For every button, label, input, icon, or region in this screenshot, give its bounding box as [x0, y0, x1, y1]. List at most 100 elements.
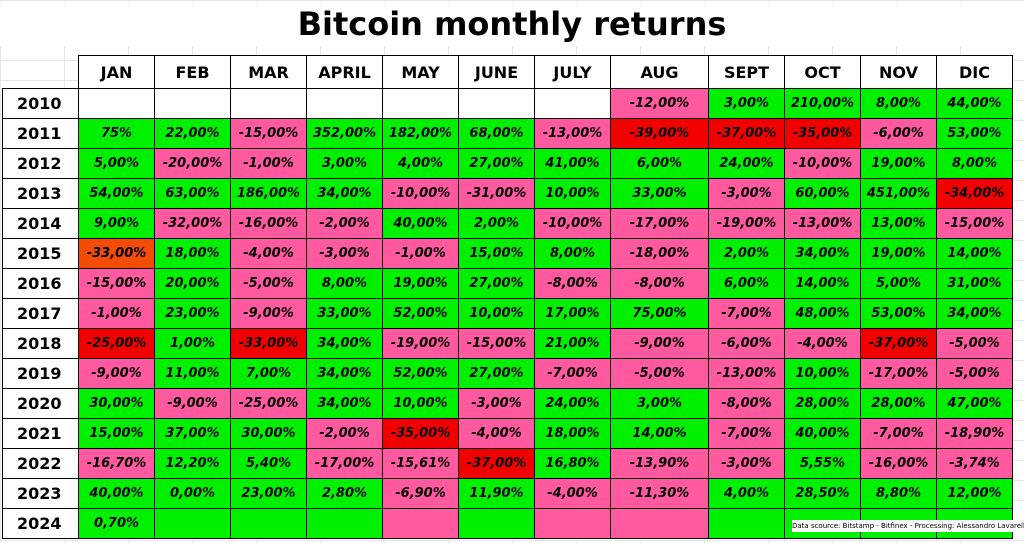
year-row-2023: 2023 40,00% 0,00% 23,00% 2,80% -6,90% 11,90% -4… [2, 478, 1013, 509]
year-row-2021: 2021 15,00% 37,00% 30,00% -2,00% -35,00% -4,00… [2, 418, 1013, 449]
return-cell: 14,00% [610, 418, 709, 449]
return-cell: -7,00% [708, 298, 785, 329]
return-cell: 47,00% [936, 388, 1013, 419]
return-cell: 40,00% [382, 208, 459, 239]
return-cell: 4,00% [708, 478, 785, 509]
return-cell: -2,00% [306, 208, 383, 239]
return-cell: -18,90% [936, 418, 1013, 449]
return-cell: 0,70% [78, 508, 155, 539]
year-label: 2013 [2, 178, 79, 209]
return-cell: -11,30% [610, 478, 709, 509]
return-cell: 52,00% [382, 358, 459, 389]
data-source-note: Data scource: Bitstamp - Bitfinex - Proc… [792, 520, 1024, 532]
year-row-2019: 2019 -9,00% 11,00% 7,00% 34,00% 52,00% 27,00% -… [2, 358, 1013, 389]
month-header-july: JULY [534, 55, 611, 89]
return-cell [534, 508, 611, 539]
return-cell: 19,00% [382, 268, 459, 299]
return-cell: 63,00% [154, 178, 231, 209]
year-row-2014: 2014 9,00% -32,00% -16,00% -2,00% 40,00% 2,00%… [2, 208, 1013, 239]
return-cell: -34,00% [936, 178, 1013, 209]
return-cell: 34,00% [306, 388, 383, 419]
return-cell [382, 88, 459, 119]
return-cell: 451,00% [860, 178, 937, 209]
return-cell: 3,00% [306, 148, 383, 179]
return-cell: 12,00% [936, 478, 1013, 509]
return-cell: 3,00% [708, 88, 785, 119]
return-cell: -1,00% [382, 238, 459, 269]
year-label: 2017 [2, 298, 79, 329]
return-cell: -13,00% [708, 358, 785, 389]
return-cell: 2,80% [306, 478, 383, 509]
return-cell: -8,00% [534, 268, 611, 299]
return-cell: 53,00% [860, 298, 937, 329]
year-label: 2016 [2, 268, 79, 299]
return-cell: 186,00% [230, 178, 307, 209]
month-header-april: APRIL [306, 55, 383, 89]
return-cell: 16,80% [534, 448, 611, 479]
year-label: 2024 [2, 508, 79, 539]
return-cell [382, 508, 459, 539]
return-cell: -4,00% [458, 418, 535, 449]
return-cell: 19,00% [860, 148, 937, 179]
return-cell: 20,00% [154, 268, 231, 299]
return-cell: -15,00% [458, 328, 535, 359]
return-cell: -1,00% [78, 298, 155, 329]
return-cell: 182,00% [382, 118, 459, 149]
return-cell: -3,00% [306, 238, 383, 269]
return-cell: 11,90% [458, 478, 535, 509]
return-cell: -9,00% [230, 298, 307, 329]
return-cell: 11,00% [154, 358, 231, 389]
return-cell: -10,00% [382, 178, 459, 209]
return-cell: 19,00% [860, 238, 937, 269]
return-cell: -19,00% [382, 328, 459, 359]
return-cell: 68,00% [458, 118, 535, 149]
return-cell: -8,00% [610, 268, 709, 299]
return-cell: -7,00% [534, 358, 611, 389]
return-cell: 3,00% [610, 388, 709, 419]
return-cell: 27,00% [458, 268, 535, 299]
return-cell: -33,00% [230, 328, 307, 359]
return-cell: -13,00% [784, 208, 861, 239]
return-cell: 5,40% [230, 448, 307, 479]
return-cell: -2,00% [306, 418, 383, 449]
return-cell: -4,00% [534, 478, 611, 509]
return-cell: -12,00% [610, 88, 709, 119]
return-cell: -35,00% [382, 418, 459, 449]
return-cell: 6,00% [610, 148, 709, 179]
return-cell: -15,61% [382, 448, 459, 479]
year-row-2018: 2018 -25,00% 1,00% -33,00% 34,00% -19,00% -15,… [2, 328, 1013, 359]
return-cell [230, 88, 307, 119]
return-cell: -15,00% [936, 208, 1013, 239]
return-cell: 1,00% [154, 328, 231, 359]
return-cell: -4,00% [230, 238, 307, 269]
return-cell: 37,00% [154, 418, 231, 449]
return-cell: 34,00% [306, 328, 383, 359]
return-cell [708, 508, 785, 539]
return-cell: 15,00% [458, 238, 535, 269]
return-cell: -13,00% [534, 118, 611, 149]
return-cell: 34,00% [306, 358, 383, 389]
return-cell: 4,00% [382, 148, 459, 179]
return-cell: -5,00% [230, 268, 307, 299]
return-cell: -3,00% [708, 178, 785, 209]
return-cell: 21,00% [534, 328, 611, 359]
return-cell: 44,00% [936, 88, 1013, 119]
return-cell: 23,00% [230, 478, 307, 509]
return-cell: -39,00% [610, 118, 709, 149]
return-cell: 48,00% [784, 298, 861, 329]
return-cell: -16,00% [230, 208, 307, 239]
return-cell: 40,00% [784, 418, 861, 449]
return-cell: 24,00% [708, 148, 785, 179]
return-cell: 27,00% [458, 358, 535, 389]
year-label: 2011 [2, 118, 79, 149]
year-label: 2021 [2, 418, 79, 449]
return-cell: 5,55% [784, 448, 861, 479]
month-header-feb: FEB [154, 55, 231, 89]
return-cell: 30,00% [78, 388, 155, 419]
month-header-oct: OCT [784, 55, 861, 89]
return-cell: 8,80% [860, 478, 937, 509]
return-cell [230, 508, 307, 539]
return-cell: -32,00% [154, 208, 231, 239]
return-cell: 2,00% [708, 238, 785, 269]
return-cell: -16,00% [860, 448, 937, 479]
